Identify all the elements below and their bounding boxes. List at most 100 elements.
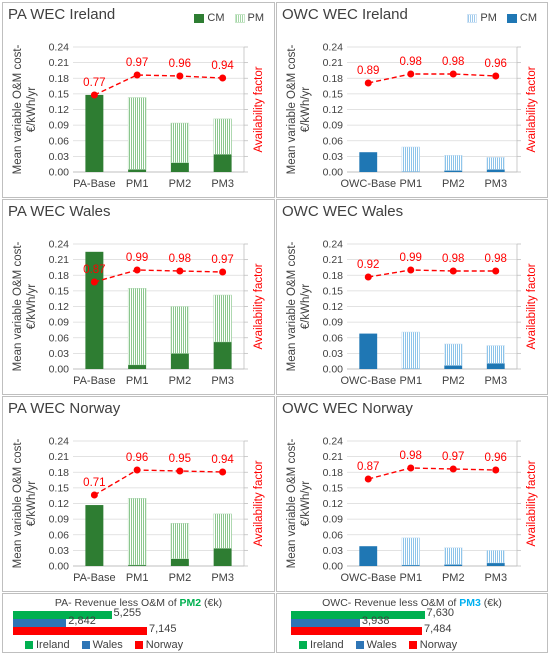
bar-cm [213,548,232,566]
y-tick-label: 0.09 [323,317,344,329]
y-axis-label: Mean variable O&M cost- €/kWh/yr [12,438,38,568]
availability-point [407,464,415,472]
y-tick-label: 0.09 [49,317,70,329]
y-tick-label: 0.00 [49,364,70,376]
y-tick-label: 0.09 [323,514,344,526]
chart-owc-ireland: Mean variable O&M cost- €/kWh/yr Availabil… [276,2,548,198]
availability-label: 0.98 [442,253,464,265]
bar-pm [444,343,463,366]
revenue-title: OWC- Revenue less O&M of PM3 (€k) [277,597,547,609]
chart-owc-norway: Mean variable O&M cost- €/kWh/yr Availabil… [276,396,548,592]
x-tick-label: PA-Base [73,572,116,584]
bar-cm [444,564,463,566]
legend-swatch [194,13,205,23]
revenue-legend: Ireland Wales Norway [25,639,183,651]
y2-axis-label: Availability factor [526,263,538,349]
availability-point [90,91,98,99]
bar-cm [128,169,147,172]
y-tick-label: 0.24 [49,42,70,54]
y-tick-label: 0.24 [49,436,70,448]
bar-cm [359,333,378,369]
availability-label: 0.98 [400,450,422,462]
revenue-legend: Ireland Wales Norway [299,639,457,651]
y-tick-label: 0.12 [49,498,70,510]
y-tick-label: 0.03 [323,348,344,360]
bar-cm [128,564,147,566]
y-tick-label: 0.24 [323,42,344,54]
x-tick-label: PM2 [442,572,465,584]
y-tick-label: 0.00 [323,167,344,179]
revenue-label-wales: 2,842 [68,615,96,627]
availability-point [407,266,415,274]
bar-cm [401,368,420,369]
y-tick-label: 0.06 [49,135,70,147]
availability-label: 0.98 [442,56,464,68]
bar-pm [444,547,463,565]
availability-label: 0.94 [211,60,234,72]
chart-title: OWC WEC Norway [282,400,413,417]
legend-label: Norway [145,639,184,651]
bar-cm [359,152,378,172]
y-axis-label: Mean variable O&M cost- €/kWh/yr [12,241,38,371]
x-tick-label: PM2 [169,178,192,190]
y-tick-label: 0.15 [49,482,70,494]
y-tick-label: 0.24 [49,239,70,251]
bar-cm [444,365,463,369]
chart-title: PA WEC Norway [8,400,121,417]
chart-svg: Mean variable O&M cost- €/kWh/yr Availabil… [286,436,538,585]
x-tick-label: PM3 [211,375,234,387]
availability-point [449,267,457,275]
y-axis-label-line1: Mean variable O&M cost- [286,438,298,568]
bar-pm [444,155,463,171]
revenue-title-prefix: OWC- Revenue less O&M of [322,597,460,609]
bar-pm [127,97,147,170]
y2-axis-label: Availability factor [526,460,538,546]
y-tick-label: 0.03 [323,545,344,557]
bar-cm [486,169,505,172]
chart-title: OWC WEC Wales [282,203,404,220]
y-tick-label: 0.12 [323,104,344,116]
y-tick-label: 0.18 [323,467,344,479]
y-axis-label-line2: €/kWh/yr [26,87,38,133]
y-axis-label: Mean variable O&M cost- €/kWh/yr [12,44,38,174]
x-tick-label: PA-Base [73,375,116,387]
revenue-bar-ireland [13,611,112,619]
y-tick-label: 0.12 [323,498,344,510]
legend-item-ireland: Ireland [299,639,344,651]
bar-pm [213,118,232,155]
availability-point [90,491,98,499]
bar-cm [85,505,104,566]
y-tick-label: 0.18 [49,467,70,479]
revenue-label-ireland: 7,630 [426,607,455,619]
legend-label: Ireland [36,639,70,651]
y-tick-label: 0.06 [49,332,70,344]
revenue-chart-pa: PA- Revenue less O&M of PM2 (€k) 5,255 2… [2,593,275,653]
legend-swatch [408,641,417,649]
availability-label: 0.98 [169,253,191,265]
bar-cm [128,364,147,369]
bar-cm [401,564,420,566]
revenue-bar-norway [291,627,422,635]
bar-pm [401,537,420,566]
y-tick-label: 0.24 [323,436,344,448]
y-tick-label: 0.21 [323,254,344,266]
bar-pm [127,498,147,566]
x-tick-label: PM3 [484,375,507,387]
y2-axis-label: Availability factor [526,66,538,152]
availability-label: 0.97 [211,254,233,266]
availability-point [407,70,415,78]
x-tick-label: PA-Base [73,178,116,190]
availability-label: 0.71 [83,477,105,489]
availability-point [176,267,184,275]
chart-pa-wales: Mean variable O&M cost- €/kWh/yr Availabil… [2,199,275,395]
legend-item-ireland: Ireland [25,639,70,651]
bar-cm [444,170,463,172]
availability-label: 0.87 [83,264,105,276]
availability-point [492,466,500,474]
availability-label: 0.94 [211,454,234,466]
availability-label: 0.99 [126,252,148,264]
y-tick-label: 0.18 [323,73,344,85]
x-tick-label: OWC-Base [340,572,396,584]
y-tick-label: 0.15 [323,482,344,494]
x-tick-label: OWC-Base [340,178,396,190]
